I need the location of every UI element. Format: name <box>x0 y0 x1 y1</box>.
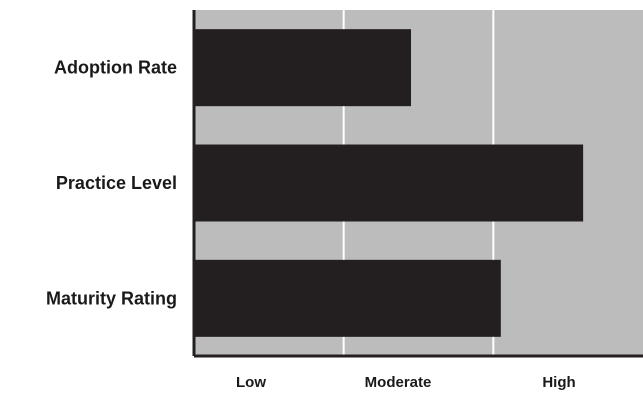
category-label: Practice Level <box>56 173 177 193</box>
x-tick-labels: Low Moderate High <box>236 374 576 391</box>
bar-adoption-rate <box>194 29 412 107</box>
bar-practice-level <box>194 144 584 222</box>
category-label: Maturity Rating <box>46 288 177 308</box>
category-labels: Adoption Rate Practice Level Maturity Rati… <box>46 58 177 309</box>
x-tick-label: High <box>542 374 575 391</box>
x-tick-label: Moderate <box>365 374 432 391</box>
bar-maturity-rating <box>194 259 501 337</box>
category-label: Adoption Rate <box>54 58 177 78</box>
bars <box>194 29 584 337</box>
x-tick-label: Low <box>236 374 266 391</box>
